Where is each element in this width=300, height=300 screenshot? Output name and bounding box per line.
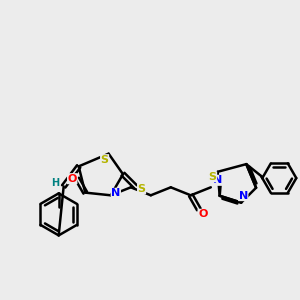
Text: O: O xyxy=(198,209,208,219)
Text: N: N xyxy=(213,175,222,185)
Text: N: N xyxy=(111,188,120,198)
Text: H: H xyxy=(52,178,60,188)
Text: O: O xyxy=(68,174,77,184)
Text: H: H xyxy=(207,174,215,184)
Text: S: S xyxy=(138,184,146,194)
Text: S: S xyxy=(208,172,217,182)
Text: S: S xyxy=(100,155,109,165)
Text: N: N xyxy=(238,190,248,201)
